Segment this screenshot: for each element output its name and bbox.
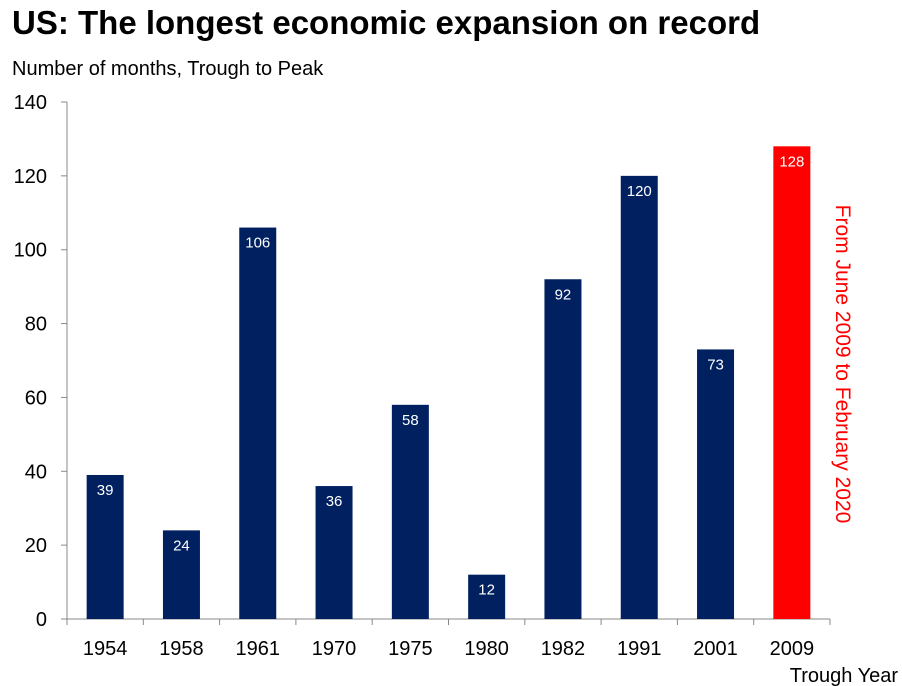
y-tick-label: 0 xyxy=(36,609,47,631)
x-tick-label: 1958 xyxy=(159,638,204,660)
bar-value-label: 92 xyxy=(555,286,572,303)
y-tick-label: 40 xyxy=(25,461,47,483)
bar-1991 xyxy=(620,175,658,619)
bar-1970 xyxy=(315,486,353,619)
bar-value-label: 58 xyxy=(402,412,419,429)
bar-value-label: 36 xyxy=(326,493,343,510)
x-tick-label: 1970 xyxy=(312,638,357,660)
annotation-text: From June 2009 to February 2020 xyxy=(831,205,854,524)
y-tick-label: 140 xyxy=(14,92,47,114)
bar-1954 xyxy=(86,474,124,619)
x-tick-label: 1954 xyxy=(83,638,128,660)
y-tick-label: 60 xyxy=(25,387,47,409)
bar-1975 xyxy=(391,404,429,619)
y-tick-label: 20 xyxy=(25,535,47,557)
bar-value-label: 128 xyxy=(779,153,804,170)
x-tick-label: 1980 xyxy=(464,638,509,660)
bar-value-label: 106 xyxy=(245,235,270,252)
x-tick-label: 1991 xyxy=(617,638,662,660)
bar-value-label: 12 xyxy=(478,582,495,599)
x-axis: 1954 1958 1961 1970 1975 1980 1982 1991 2001 2009 xyxy=(66,618,831,660)
x-tick-label: 2009 xyxy=(770,638,815,660)
x-tick-label: 1961 xyxy=(236,638,281,660)
x-tick-label: 1975 xyxy=(388,638,433,660)
chart-subtitle: Number of months, Trough to Peak xyxy=(12,58,324,80)
bar-value-label: 39 xyxy=(97,482,114,499)
y-tick-label: 120 xyxy=(14,166,47,188)
bar-value-label: 24 xyxy=(173,537,190,554)
bar-value-label: 120 xyxy=(627,183,652,200)
y-axis: 0 20 40 60 80 100 120 140 xyxy=(14,92,68,631)
chart-title: US: The longest economic expansion on re… xyxy=(12,4,761,41)
x-axis-label: Trough Year xyxy=(790,665,899,686)
y-tick-label: 100 xyxy=(14,240,47,262)
bar-1961 xyxy=(239,227,277,620)
bar-2009 xyxy=(773,146,811,620)
y-tick-label: 80 xyxy=(25,314,47,336)
bars: 39 24 106 36 58 12 92 120 73 128 xyxy=(86,146,811,620)
bar-value-label: 73 xyxy=(707,356,724,373)
x-tick-label: 1982 xyxy=(541,638,586,660)
bar-1982 xyxy=(544,279,582,619)
bar-1980 xyxy=(468,574,506,619)
bar-2001 xyxy=(697,349,735,619)
x-tick-label: 2001 xyxy=(693,638,738,660)
bar-1958 xyxy=(162,530,200,619)
